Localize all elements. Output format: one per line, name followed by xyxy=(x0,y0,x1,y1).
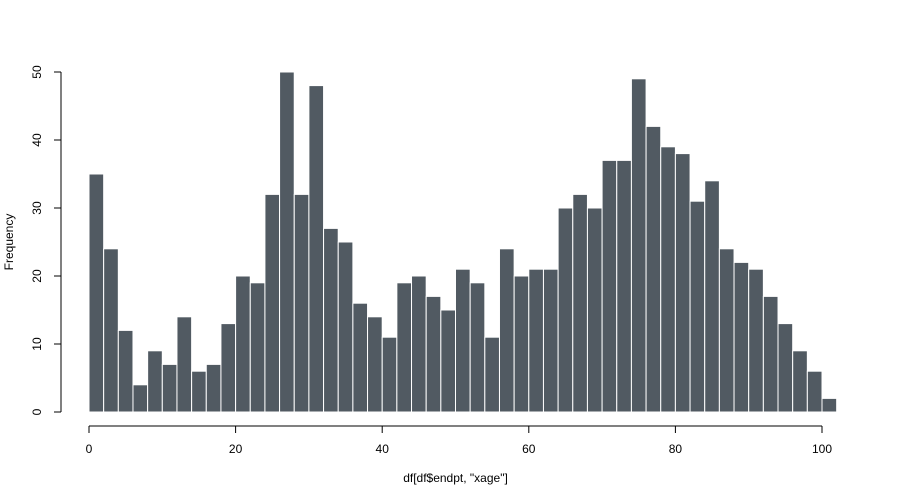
histogram-bar xyxy=(704,180,720,413)
histogram-bar xyxy=(528,268,544,413)
histogram-bar xyxy=(718,248,735,413)
histogram-bar xyxy=(264,193,281,413)
histogram-bar xyxy=(455,268,471,413)
histogram-bar xyxy=(440,309,456,413)
histogram-bar xyxy=(425,295,442,413)
histogram-bar xyxy=(191,370,207,413)
histogram-bar xyxy=(792,350,808,413)
histogram-bar xyxy=(249,282,266,413)
x-tick-label: 80 xyxy=(669,442,683,456)
histogram-bar xyxy=(381,336,398,413)
histogram-bar xyxy=(235,275,251,413)
y-tick-label: 20 xyxy=(30,269,44,283)
y-tick-label: 50 xyxy=(30,65,44,79)
histogram-bar xyxy=(337,241,354,413)
histogram-bar xyxy=(132,384,149,413)
histogram-bar xyxy=(542,268,559,413)
y-axis-ticks: 0 10 20 30 40 50 xyxy=(30,65,61,415)
y-tick-label: 0 xyxy=(30,408,44,415)
y-tick-label: 30 xyxy=(30,201,44,215)
histogram-bar xyxy=(220,323,237,413)
x-axis-title: df[df$endpt, "xage"] xyxy=(403,471,508,485)
histogram-bar xyxy=(630,78,647,413)
y-axis-title: Frequency xyxy=(2,214,16,271)
histogram-bar xyxy=(557,207,574,413)
histogram-bar xyxy=(205,363,222,413)
histogram-bar xyxy=(411,275,427,413)
histogram-bar xyxy=(498,248,515,413)
histogram-bar xyxy=(616,159,632,413)
histogram-bar xyxy=(821,397,838,413)
histogram-bar xyxy=(323,227,339,413)
histogram-bar xyxy=(117,329,134,413)
histogram-bar xyxy=(103,248,119,413)
histogram-bar xyxy=(601,159,618,413)
histogram-bar xyxy=(161,363,178,413)
histogram-bar xyxy=(308,85,325,413)
histogram-bar xyxy=(674,153,691,413)
x-axis-ticks: 0 20 40 60 80 100 xyxy=(86,426,832,456)
histogram-bar xyxy=(806,370,823,413)
histogram-bar xyxy=(762,295,779,413)
histogram-bar xyxy=(484,336,500,413)
histogram-bar xyxy=(733,261,750,413)
x-tick-label: 0 xyxy=(86,442,93,456)
histogram-bar xyxy=(586,207,603,413)
histogram-bar xyxy=(777,323,794,413)
histogram-bar xyxy=(147,350,163,413)
histogram-bar xyxy=(367,316,383,413)
histogram-bar xyxy=(645,125,662,413)
histogram-bar xyxy=(469,282,486,413)
x-tick-label: 100 xyxy=(812,442,832,456)
histogram-bar xyxy=(660,146,676,413)
histogram-bar xyxy=(748,268,764,413)
y-tick-label: 40 xyxy=(30,133,44,147)
x-tick-label: 60 xyxy=(522,442,536,456)
x-tick-label: 40 xyxy=(376,442,390,456)
x-tick-label: 20 xyxy=(229,442,243,456)
histogram-bar xyxy=(572,193,588,413)
histogram-bar xyxy=(513,275,530,413)
histogram-bar xyxy=(279,71,295,413)
bars-group xyxy=(88,71,838,413)
histogram-bar xyxy=(352,302,369,413)
histogram-bar xyxy=(88,173,105,413)
histogram-bar xyxy=(689,200,706,413)
histogram-bar xyxy=(176,316,193,413)
histogram-bar xyxy=(396,282,413,413)
histogram-bar xyxy=(293,193,310,413)
y-tick-label: 10 xyxy=(30,337,44,351)
